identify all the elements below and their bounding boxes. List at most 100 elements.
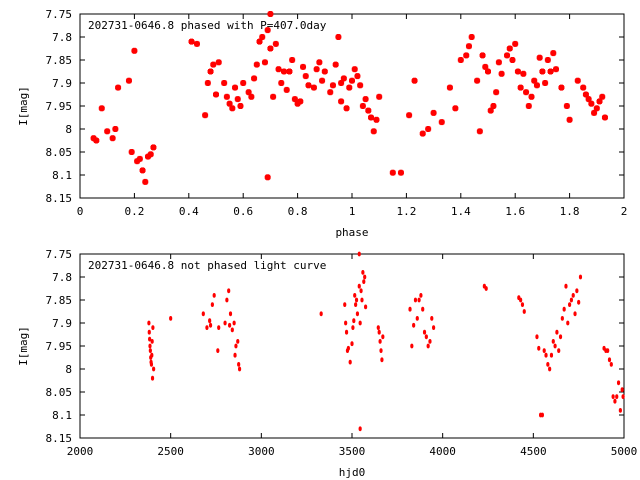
chart-bottom: 202731-0646.8 not phased light curve hjd… (17, 248, 637, 479)
data-point (522, 309, 526, 314)
chart-top: 202731-0646.8 phased with P=407.0day pha… (17, 8, 627, 239)
data-point (389, 169, 396, 176)
data-point (537, 345, 541, 351)
data-point (362, 279, 366, 284)
data-point (358, 320, 362, 326)
data-point (208, 318, 212, 324)
data-point (413, 297, 418, 303)
data-point (410, 343, 414, 349)
data-point (193, 40, 200, 47)
data-point (354, 73, 361, 80)
data-point (596, 98, 603, 105)
data-point (93, 137, 100, 144)
data-point (474, 77, 481, 84)
data-point (463, 52, 470, 59)
data-point (378, 339, 382, 344)
data-point (207, 68, 214, 75)
data-point (544, 352, 548, 358)
data-point (571, 293, 575, 298)
data-point (415, 316, 419, 321)
data-point (468, 34, 475, 40)
data-point (210, 61, 217, 68)
chart-title-bottom: 202731-0646.8 not phased light curve (88, 259, 326, 272)
data-point (607, 357, 612, 363)
data-point (519, 297, 523, 303)
data-point (599, 93, 606, 100)
data-point (281, 68, 287, 75)
data-point (370, 128, 377, 135)
y-tick-label-bottom: 7.95 (46, 340, 73, 353)
x-tick-label-bottom: 2500 (157, 445, 184, 458)
data-point (344, 320, 348, 326)
data-point (131, 47, 138, 54)
data-point (283, 86, 290, 93)
data-point (419, 130, 426, 137)
data-point (588, 100, 595, 107)
data-point (310, 84, 317, 91)
data-point (305, 82, 312, 89)
x-tick-label-bottom: 2000 (67, 445, 94, 458)
data-point (568, 302, 572, 307)
data-point (487, 107, 494, 114)
y-tick-label-top: 7.9 (52, 77, 72, 90)
data-point (253, 61, 260, 68)
data-point (215, 59, 222, 66)
data-point (319, 77, 326, 84)
x-tick-label-bottom: 3500 (339, 445, 366, 458)
data-point (426, 343, 430, 349)
data-point (379, 348, 383, 353)
data-point (150, 375, 155, 381)
data-point (358, 426, 362, 432)
data-point (216, 348, 220, 353)
data-point (237, 103, 244, 109)
x-tick-label-top: 1.8 (560, 205, 580, 218)
x-tick-label-top: 0.4 (179, 205, 199, 218)
data-point (615, 394, 619, 399)
y-tick-label-top: 8.1 (52, 169, 72, 182)
data-point (217, 325, 221, 330)
x-tick-label-top: 0.2 (124, 205, 144, 218)
data-point (520, 70, 527, 77)
data-point (357, 251, 361, 257)
data-point (128, 149, 135, 155)
x-tick-label-top: 0.6 (233, 205, 253, 218)
y-tick-label-bottom: 8 (65, 363, 72, 376)
data-point (593, 105, 600, 112)
y-tick-label-top: 7.8 (52, 31, 72, 44)
data-point (98, 105, 105, 112)
x-tick-label-bottom: 4500 (520, 445, 547, 458)
data-point (520, 302, 525, 307)
y-tick-label-bottom: 7.85 (46, 294, 73, 307)
x-tick-label-top: 1.4 (451, 205, 471, 218)
x-tick-label-bottom: 4000 (429, 445, 456, 458)
data-point (346, 345, 350, 351)
data-point (421, 306, 425, 312)
data-point (353, 293, 357, 298)
data-point (533, 82, 540, 89)
data-point (319, 311, 323, 317)
x-tick-label-top: 1 (349, 205, 356, 218)
data-point (259, 34, 266, 40)
data-point (548, 366, 552, 372)
data-point (300, 63, 307, 70)
data-point (560, 316, 564, 321)
data-point (411, 77, 418, 84)
data-point (558, 84, 565, 91)
data-point (223, 320, 227, 326)
data-point (591, 109, 598, 116)
data-point (205, 325, 209, 330)
data-point (261, 59, 268, 66)
data-point (360, 297, 364, 303)
data-point (212, 293, 216, 298)
data-point (147, 329, 151, 335)
data-point (506, 45, 513, 52)
y-tick-label-top: 7.75 (46, 8, 73, 21)
data-point (557, 348, 561, 353)
data-point (104, 128, 111, 135)
y-tick-label-bottom: 7.75 (46, 248, 73, 261)
data-point (601, 114, 608, 121)
data-point (531, 77, 538, 84)
data-point (316, 59, 323, 66)
data-point (236, 339, 240, 344)
